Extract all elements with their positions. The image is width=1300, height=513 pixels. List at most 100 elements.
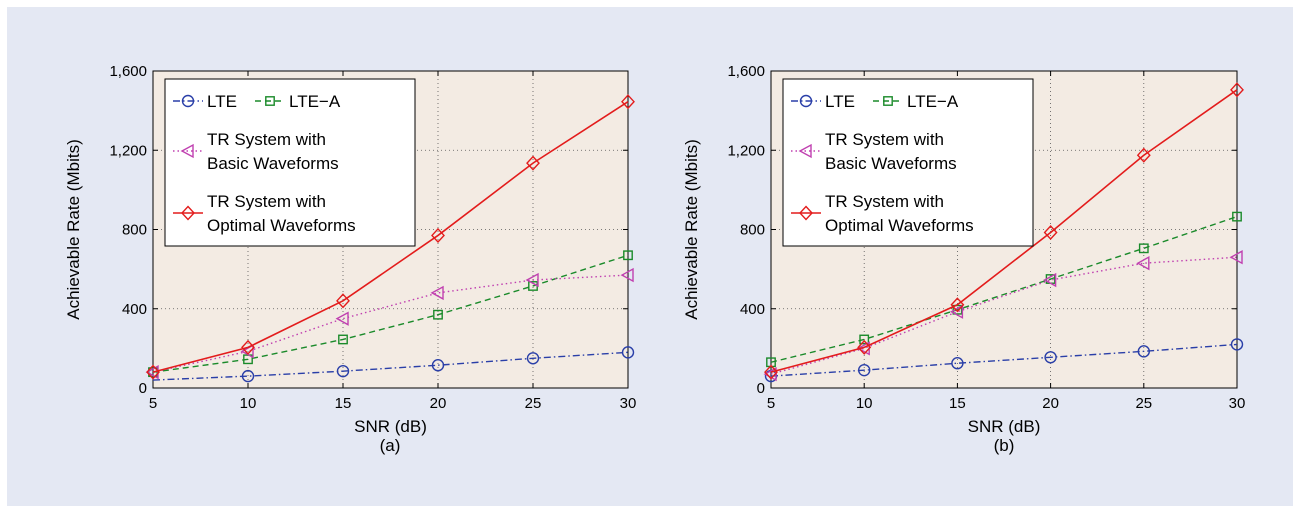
legend-swatch-marker bbox=[181, 94, 195, 108]
legend-swatch-marker bbox=[180, 143, 194, 159]
series-2 bbox=[145, 267, 634, 380]
data-point bbox=[951, 357, 964, 370]
y-tick-label: 1,600 bbox=[727, 63, 765, 80]
legend-label: TR System with bbox=[207, 130, 326, 149]
data-point bbox=[433, 309, 443, 320]
chart-caption: (b) bbox=[994, 436, 1015, 455]
legend-swatch-marker bbox=[799, 94, 813, 108]
x-tick-label: 20 bbox=[430, 395, 447, 412]
x-tick-label: 15 bbox=[949, 395, 966, 412]
data-point bbox=[764, 364, 778, 380]
y-axis-title: Achievable Rate (Mbits) bbox=[682, 139, 701, 319]
data-point bbox=[526, 352, 540, 365]
legend-label: Basic Waveforms bbox=[207, 154, 339, 173]
series-line bbox=[770, 89, 1238, 373]
y-tick-label: 800 bbox=[122, 222, 147, 239]
y-axis-title: Achievable Rate (Mbits) bbox=[64, 139, 83, 319]
legend: LTE LTE−A TR System with Basic Waveforms TR … bbox=[164, 78, 416, 247]
x-tick-label: 25 bbox=[1135, 395, 1152, 412]
y-tick-label: 0 bbox=[757, 380, 765, 397]
y-tick-label: 0 bbox=[139, 380, 147, 397]
legend-label: TR System with bbox=[825, 130, 944, 149]
data-point bbox=[857, 339, 872, 355]
y-tick-label: 400 bbox=[740, 301, 765, 318]
data-point bbox=[1043, 272, 1057, 288]
data-point bbox=[1232, 211, 1242, 222]
y-tick-label: 1,200 bbox=[727, 142, 765, 159]
legend-box bbox=[782, 78, 1034, 247]
series-line bbox=[152, 101, 629, 373]
data-point bbox=[621, 346, 635, 359]
data-point bbox=[950, 297, 965, 313]
x-tick-label: 5 bbox=[767, 395, 775, 412]
data-point bbox=[1138, 243, 1149, 254]
series-line bbox=[770, 256, 1238, 375]
data-point bbox=[241, 369, 255, 383]
data-point bbox=[1136, 256, 1150, 271]
series-line bbox=[770, 343, 1238, 377]
data-point bbox=[338, 334, 348, 345]
series-line bbox=[152, 254, 629, 373]
x-tick-label: 30 bbox=[620, 395, 637, 412]
legend-label: LTE−A bbox=[907, 92, 959, 111]
x-tick-label: 10 bbox=[240, 395, 257, 412]
series-3 bbox=[764, 82, 1244, 380]
x-tick-label: 5 bbox=[149, 395, 157, 412]
data-point bbox=[1043, 224, 1058, 241]
x-tick-label: 20 bbox=[1042, 395, 1059, 412]
series-line bbox=[770, 215, 1238, 363]
figure: 5 10 15 20 25 30 0 400 800 1,200 1,600 SNR (dB) Achi… bbox=[7, 7, 1293, 506]
data-point bbox=[623, 250, 633, 261]
x-tick-label: 30 bbox=[1229, 395, 1246, 412]
data-point bbox=[858, 363, 871, 377]
data-point bbox=[1230, 82, 1244, 98]
data-point bbox=[336, 293, 350, 309]
data-point bbox=[949, 304, 964, 319]
legend-swatch-marker bbox=[181, 205, 195, 221]
data-point bbox=[1137, 345, 1151, 358]
data-point bbox=[1136, 147, 1151, 163]
x-axis-title: SNR (dB) bbox=[354, 417, 427, 436]
series-1 bbox=[148, 250, 633, 378]
data-point bbox=[620, 267, 634, 283]
data-point bbox=[145, 364, 159, 380]
chart-b: 5 10 15 20 25 30 0 400 800 1,200 1,600 SNR (dB) Achi… bbox=[682, 63, 1245, 455]
legend-swatch-marker bbox=[265, 96, 275, 106]
y-tick-label: 1,600 bbox=[109, 63, 147, 80]
legend-label: Optimal Waveforms bbox=[207, 216, 356, 235]
data-point bbox=[1229, 250, 1243, 265]
data-point bbox=[241, 339, 255, 355]
legend-box bbox=[164, 78, 416, 247]
y-tick-label: 400 bbox=[122, 301, 147, 318]
chart-caption: (a) bbox=[380, 436, 401, 455]
data-point bbox=[430, 285, 444, 301]
legend-label: LTE bbox=[207, 92, 237, 111]
y-tick-label: 1,200 bbox=[109, 142, 147, 159]
series-0 bbox=[764, 338, 1244, 383]
chart-canvas: 5 10 15 20 25 30 0 400 800 1,200 1,600 SNR (dB) Achi… bbox=[64, 63, 1245, 455]
legend-label: LTE−A bbox=[289, 92, 341, 111]
data-point bbox=[431, 227, 445, 243]
chart-a: 5 10 15 20 25 30 0 400 800 1,200 1,600 SNR (dB) Achi… bbox=[64, 63, 636, 455]
data-point bbox=[335, 311, 349, 326]
data-point bbox=[859, 334, 870, 345]
data-point bbox=[621, 94, 635, 110]
x-tick-label: 25 bbox=[525, 395, 542, 412]
data-point bbox=[526, 155, 540, 171]
y-tick-label: 800 bbox=[740, 222, 765, 239]
legend-swatch-marker bbox=[799, 205, 813, 221]
legend-swatch-marker bbox=[798, 143, 812, 159]
data-point bbox=[431, 359, 445, 372]
series-3 bbox=[146, 94, 635, 380]
data-point bbox=[146, 364, 160, 380]
series-line bbox=[152, 274, 629, 373]
x-axis-title: SNR (dB) bbox=[968, 417, 1041, 436]
data-point bbox=[525, 272, 539, 288]
series-0 bbox=[152, 346, 635, 383]
data-point bbox=[336, 364, 350, 378]
legend-label: LTE bbox=[825, 92, 855, 111]
data-point bbox=[1044, 351, 1057, 364]
legend: LTE LTE−A TR System with Basic Waveforms TR … bbox=[782, 78, 1034, 247]
legend-label: TR System with bbox=[207, 192, 326, 211]
legend-label: Basic Waveforms bbox=[825, 154, 957, 173]
